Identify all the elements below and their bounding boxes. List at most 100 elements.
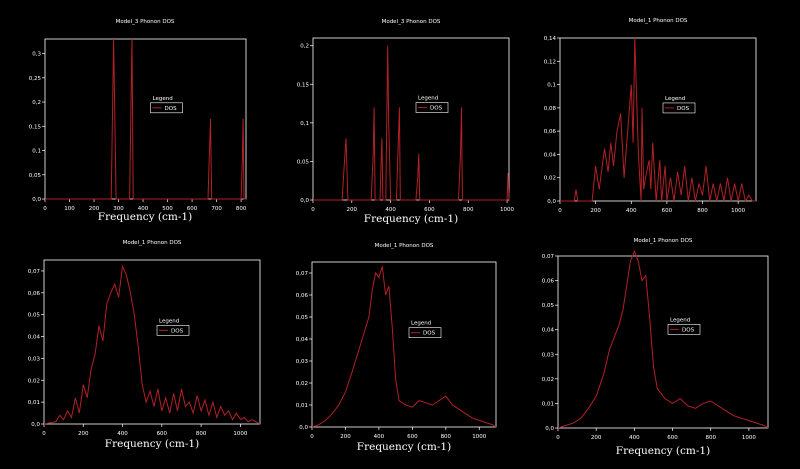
x-tick-label: 600 xyxy=(187,206,198,212)
legend: Legend DOS xyxy=(156,318,190,336)
x-tick-label: 800 xyxy=(196,431,207,437)
y-tick-label: 0,2 xyxy=(300,44,309,50)
x-tick-label: 200 xyxy=(78,431,89,437)
x-axis-label: Frequency (cm-1) xyxy=(105,438,199,450)
x-tick-label: 600 xyxy=(424,207,435,213)
legend-title: Legend xyxy=(665,96,685,102)
x-tick-label: 1000 xyxy=(731,208,745,214)
legend-item-dos: DOS xyxy=(682,327,695,333)
x-tick-label: 1000 xyxy=(742,435,756,441)
legend-box xyxy=(662,102,696,114)
y-tick-label: 0,07 xyxy=(542,254,555,260)
x-tick-label: 200 xyxy=(89,206,100,212)
y-tick-label: 0,01 xyxy=(542,401,554,407)
y-tick-label: 0,14 xyxy=(544,36,557,42)
y-tick-label: 0,04 xyxy=(544,152,557,158)
x-tick-label: 600 xyxy=(662,208,673,214)
y-tick-label: 0,05 xyxy=(297,159,310,165)
y-tick-label: 0,06 xyxy=(542,279,555,285)
x-tick-label: 200 xyxy=(340,434,351,440)
legend: Legend DOS xyxy=(662,96,696,114)
y-tick-label: 0,2 xyxy=(32,100,41,106)
y-tick-label: 0,25 xyxy=(29,76,42,82)
series-line-dos xyxy=(45,38,246,200)
legend-box xyxy=(415,102,449,113)
y-tick-label: 0,07 xyxy=(28,269,41,275)
x-tick-label: 400 xyxy=(385,207,396,213)
y-tick-label: 0,03 xyxy=(542,352,555,358)
legend-item-dos: DOS xyxy=(423,331,436,337)
x-tick-label: 100 xyxy=(64,206,75,212)
x-tick-label: 600 xyxy=(667,435,678,441)
x-tick-label: 800 xyxy=(441,434,452,440)
series-line-dos xyxy=(43,264,261,425)
y-tick-label: 0,01 xyxy=(296,403,308,409)
legend-item-dos: DOS xyxy=(171,328,184,334)
y-tick-label: 0,1 xyxy=(32,149,41,155)
x-tick-label: 800 xyxy=(463,207,474,213)
chart-panel-5: Model_1 Phonon DOS 0 200 400 600 800 1000 0,0 0,… xyxy=(296,243,497,453)
plot-frame xyxy=(559,37,757,202)
x-tick-label: 400 xyxy=(629,435,640,441)
y-tick-label: 0,06 xyxy=(28,291,41,297)
x-axis-label: Frequency (cm-1) xyxy=(364,213,458,225)
x-axis-label: Frequency (cm-1) xyxy=(98,211,192,223)
chart-title: Model_1 Phonon DOS xyxy=(634,238,693,244)
y-tick-label: 0,02 xyxy=(542,377,554,383)
legend-item-dos: DOS xyxy=(165,106,178,112)
y-tick-label: 0,0 xyxy=(32,197,41,203)
y-tick-label: 0,04 xyxy=(296,337,309,343)
x-axis-label: Frequency (cm-1) xyxy=(357,441,451,453)
legend-item-dos: DOS xyxy=(430,106,443,112)
y-tick-label: 0,02 xyxy=(296,381,308,387)
x-tick-label: 0 xyxy=(42,431,46,437)
y-tick-label: 0,15 xyxy=(29,124,42,130)
legend-title: Legend xyxy=(411,321,431,327)
y-tick-label: 0,05 xyxy=(28,313,41,319)
x-tick-label: 0 xyxy=(556,435,560,441)
x-tick-label: 700 xyxy=(211,206,222,212)
plot-frame xyxy=(312,37,510,201)
y-tick-label: 0,05 xyxy=(542,303,555,309)
legend-box xyxy=(667,324,701,335)
y-tick-label: 0,02 xyxy=(544,176,556,182)
x-tick-label: 1000 xyxy=(500,207,514,213)
y-tick-label: 0,3 xyxy=(32,52,41,58)
chart-panel-2: Model_3 Phonon DOS 0 200 400 600 800 1000 0,0 0,… xyxy=(297,19,515,225)
legend-item-dos: DOS xyxy=(677,106,690,112)
y-tick-label: 0,07 xyxy=(296,271,309,277)
legend: Legend DOS xyxy=(667,317,701,335)
series-line-dos xyxy=(557,249,769,429)
legend-title: Legend xyxy=(159,318,179,324)
chart-panel-1: Model_3 Phonon DOS 0 100 200 300 400 500 600 700… xyxy=(29,19,247,223)
y-tick-label: 0,01 xyxy=(28,400,40,406)
chart-panel-6: Model_1 Phonon DOS 0 200 400 600 800 1000 0,0 0,… xyxy=(542,238,769,457)
legend-title: Legend xyxy=(670,317,690,323)
x-tick-label: 1000 xyxy=(472,434,486,440)
x-tick-label: 600 xyxy=(407,434,418,440)
y-tick-label: 0,0 xyxy=(299,425,308,431)
series-line-dos xyxy=(313,45,510,201)
y-tick-label: 0,04 xyxy=(542,328,555,334)
series-line-dos xyxy=(311,266,497,428)
x-axis-label: Frequency (cm-1) xyxy=(616,445,710,457)
x-tick-label: 500 xyxy=(162,206,173,212)
x-tick-label: 400 xyxy=(626,208,637,214)
legend-title: Legend xyxy=(153,96,173,102)
x-tick-label: 200 xyxy=(347,207,358,213)
x-tick-label: 300 xyxy=(113,206,124,212)
y-tick-label: 0,06 xyxy=(544,129,557,135)
plot-frame xyxy=(44,38,247,200)
x-tick-label: 400 xyxy=(374,434,385,440)
y-tick-label: 0,03 xyxy=(296,359,309,365)
y-tick-label: 0,15 xyxy=(297,82,310,88)
x-tick-label: 400 xyxy=(138,206,149,212)
chart-title: Model_1 Phonon DOS xyxy=(629,18,688,24)
y-tick-label: 0,08 xyxy=(544,106,557,112)
y-tick-label: 0,06 xyxy=(296,293,309,299)
plot-frame xyxy=(43,259,261,425)
x-tick-label: 1000 xyxy=(233,431,247,437)
chart-title: Model_3 Phonon DOS xyxy=(116,19,175,25)
legend-box xyxy=(408,327,442,339)
